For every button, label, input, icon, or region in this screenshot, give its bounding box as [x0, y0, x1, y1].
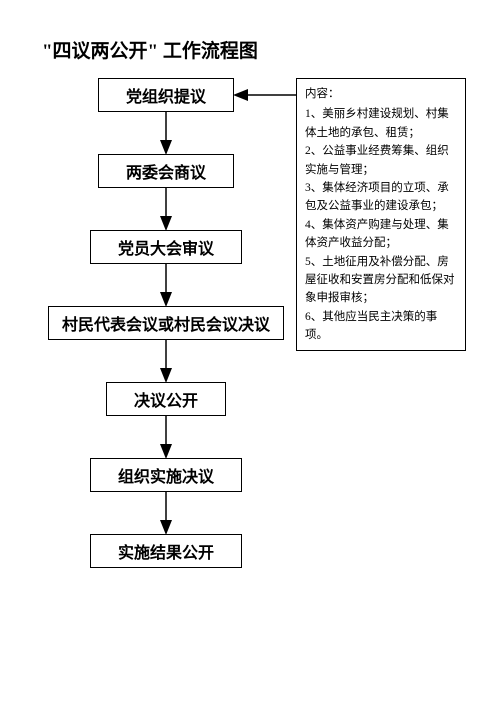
flow-node-n1: 党组织提议 [98, 78, 234, 112]
content-item-2: 2、公益事业经费筹集、组织实施与管理； [305, 142, 457, 179]
content-heading: 内容： [305, 85, 457, 103]
content-item-6: 6、其他应当民主决策的事项。 [305, 308, 457, 345]
flow-node-n7: 实施结果公开 [90, 534, 242, 568]
content-items: 1、美丽乡村建设规划、村集体土地的承包、租赁；2、公益事业经费筹集、组织实施与管… [305, 105, 457, 344]
flow-node-n2: 两委会商议 [98, 154, 234, 188]
page-title: "四议两公开" 工作流程图 [42, 36, 258, 63]
content-item-5: 5、土地征用及补偿分配、房屋征收和安置房分配和低保对象申报审核； [305, 253, 457, 308]
flow-node-n3: 党员大会审议 [90, 230, 242, 264]
flow-node-n4: 村民代表会议或村民会议决议 [48, 306, 284, 340]
flow-node-n6: 组织实施决议 [90, 458, 242, 492]
flow-node-n5: 决议公开 [106, 382, 226, 416]
content-item-4: 4、集体资产购建与处理、集体资产收益分配； [305, 216, 457, 253]
content-panel: 内容： 1、美丽乡村建设规划、村集体土地的承包、租赁；2、公益事业经费筹集、组织… [296, 78, 466, 351]
content-item-1: 1、美丽乡村建设规划、村集体土地的承包、租赁； [305, 105, 457, 142]
content-item-3: 3、集体经济项目的立项、承包及公益事业的建设承包； [305, 179, 457, 216]
